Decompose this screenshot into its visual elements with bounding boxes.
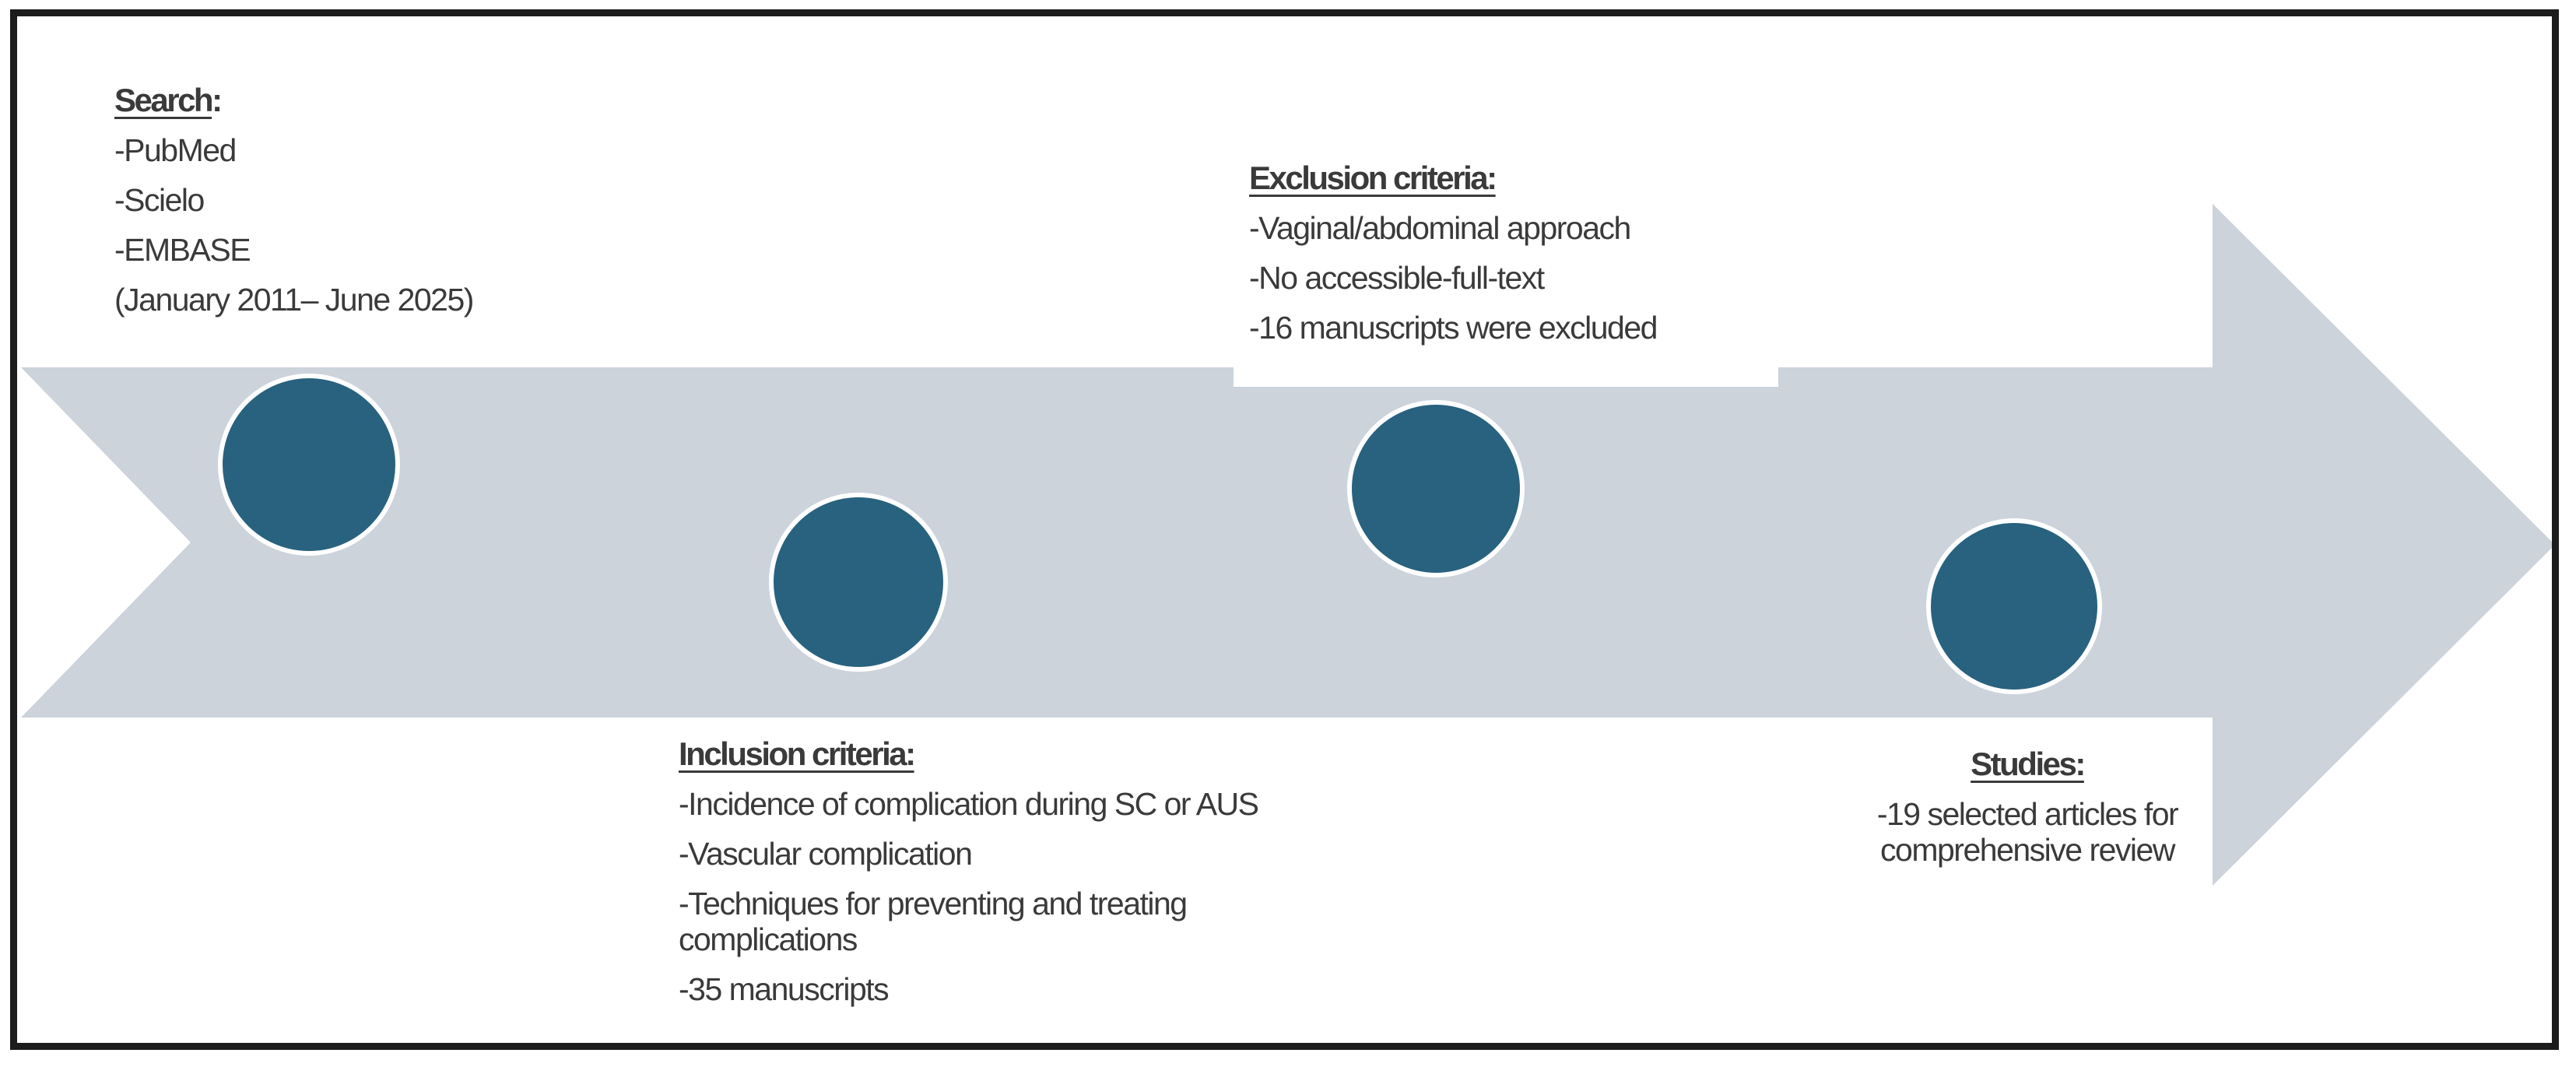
studies-line-selected-count: -19 selected articles for comprehensive … bbox=[1876, 796, 2179, 868]
exclusion-line-excluded-count: -16 manuscripts were excluded bbox=[1249, 310, 1658, 346]
search-line-database-pubmed: -PubMed bbox=[114, 132, 237, 168]
search-block: Search: -PubMed -Scielo -EMBASE (January… bbox=[114, 82, 474, 332]
step-circle-search bbox=[218, 374, 400, 556]
inclusion-line-techniques: -Techniques for preventing and treating … bbox=[679, 886, 1188, 957]
search-title-colon: : bbox=[212, 82, 223, 118]
exclusion-textbox-background bbox=[1234, 144, 1778, 387]
studies-textbox-background bbox=[1907, 719, 2213, 926]
inclusion-line-vascular: -Vascular complication bbox=[679, 836, 973, 872]
arrow-shape bbox=[21, 204, 2555, 886]
exclusion-block: Exclusion criteria: -Vaginal/abdominal a… bbox=[1249, 160, 1658, 360]
step-circle-exclusion bbox=[1347, 400, 1525, 577]
inclusion-line-incidence: -Incidence of complication during SC or … bbox=[679, 786, 1259, 822]
studies-title: Studies: bbox=[1971, 746, 2086, 782]
exclusion-line-approach: -Vaginal/abdominal approach bbox=[1249, 210, 1631, 246]
search-line-database-scielo: -Scielo bbox=[114, 182, 205, 218]
exclusion-line-fulltext: -No accessible-full-text bbox=[1249, 260, 1545, 296]
figure-border-frame bbox=[10, 9, 2559, 1050]
studies-block: Studies: -19 selected articles for compr… bbox=[1844, 746, 2210, 882]
inclusion-title: Inclusion criteria: bbox=[679, 735, 916, 772]
search-line-date-range: (January 2011– June 2025) bbox=[114, 282, 474, 318]
exclusion-title: Exclusion criteria: bbox=[1249, 160, 1497, 196]
step-circle-studies bbox=[1926, 518, 2102, 694]
inclusion-line-manuscript-count: -35 manuscripts bbox=[679, 971, 890, 1007]
step-circle-inclusion bbox=[769, 493, 948, 672]
search-title: Search: bbox=[114, 82, 223, 118]
inclusion-block: Inclusion criteria: -Incidence of compli… bbox=[679, 735, 1259, 1021]
search-line-database-embase: -EMBASE bbox=[114, 232, 251, 268]
